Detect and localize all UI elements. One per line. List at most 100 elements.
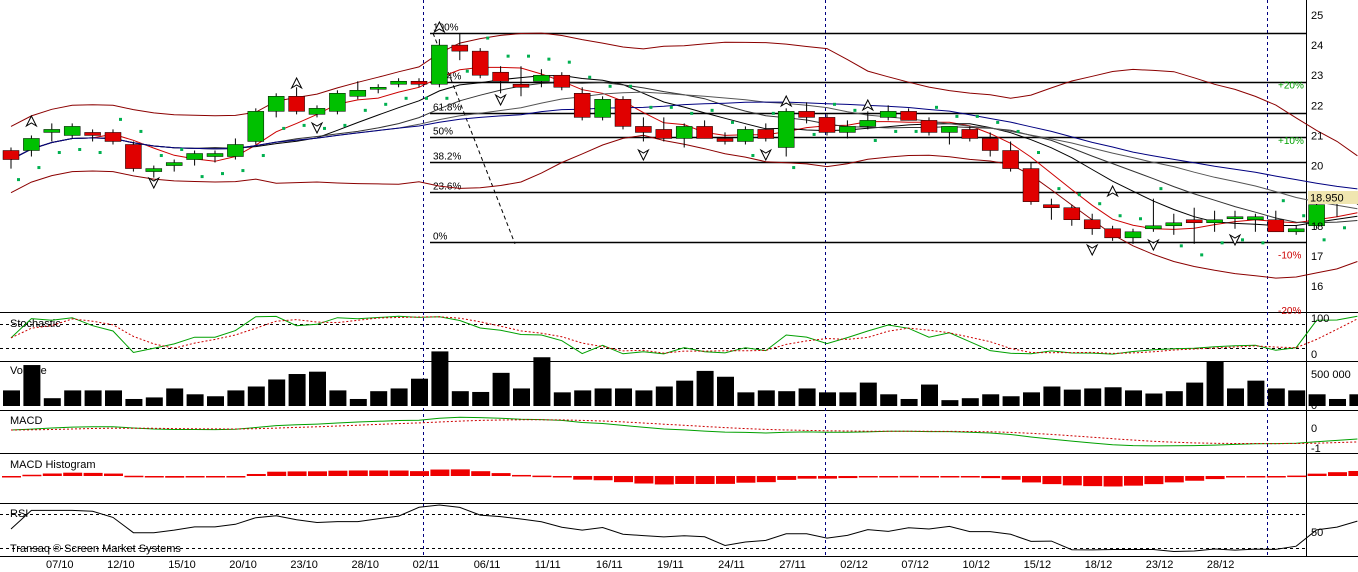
down-arrow <box>147 176 161 190</box>
candle-body <box>410 80 428 85</box>
macd-histogram-bar <box>736 476 756 483</box>
down-arrow <box>637 148 650 162</box>
macd-histogram-bar <box>1226 476 1245 478</box>
macd-histogram-bar <box>552 476 572 478</box>
macd-histogram-bar <box>634 476 654 484</box>
rsi-panel: RSI Transaq ® Screen Market Systems <box>0 504 1358 555</box>
macd-histogram-bar <box>144 476 164 478</box>
macd-histogram-bar <box>1287 475 1307 478</box>
macd-histogram-bar <box>960 476 980 478</box>
volume-bar <box>247 386 265 406</box>
candle-body <box>920 120 938 133</box>
volume-bar <box>1023 392 1040 406</box>
candle-body <box>573 93 591 118</box>
date-tick-label: 02/12 <box>840 559 868 571</box>
fib-label: 61.8% <box>433 103 461 114</box>
sar-dot <box>323 126 326 130</box>
date-tick-label: 24/11 <box>718 559 745 571</box>
sar-dot <box>445 96 449 100</box>
macd-histogram-bar <box>1348 470 1358 476</box>
candle-body <box>1043 204 1060 208</box>
volume-bar <box>717 376 734 406</box>
volume-bar <box>839 392 857 406</box>
fib-label: 100% <box>433 23 459 34</box>
moving-average <box>10 74 1358 226</box>
sar-dot <box>751 154 755 158</box>
volume-bar <box>1227 388 1244 406</box>
volume-bar <box>941 400 959 406</box>
macd-histogram-bar <box>777 476 797 480</box>
sar-dot <box>363 108 367 112</box>
macd-histogram-bar <box>206 476 225 478</box>
sar-dot <box>78 147 82 151</box>
sar-dot <box>1179 244 1183 248</box>
bollinger-upper <box>10 32 1358 157</box>
date-tick-label: 02/11 <box>413 559 440 571</box>
macd-histogram-bar <box>1164 476 1184 483</box>
price-tick-label: 24 <box>1311 40 1323 52</box>
macd-histogram-bar <box>42 473 62 476</box>
sar-dot <box>302 123 306 127</box>
volume-bar <box>370 391 388 406</box>
volume-bar <box>982 394 1000 406</box>
percent-labels: +20% +10% -10% -20% <box>1278 80 1304 317</box>
fib-label: 38.2% <box>433 152 461 163</box>
percent-label: -10% <box>1278 250 1301 261</box>
candle-body <box>471 50 489 76</box>
price-tick-label: 18 <box>1311 221 1323 233</box>
macd-histogram-bar <box>797 476 817 479</box>
volume-bar <box>574 390 592 406</box>
sar-dot <box>996 120 1000 124</box>
volume-panel: Volume <box>3 351 1358 406</box>
volume-bar <box>1043 386 1061 406</box>
volume-bar <box>43 398 61 406</box>
volume-bar <box>676 380 694 406</box>
candle-body <box>1002 150 1019 169</box>
sar-dot <box>282 126 286 130</box>
sar-dot <box>894 129 898 133</box>
candle-body <box>267 96 285 112</box>
candle-body <box>247 111 265 142</box>
candle-body <box>431 44 448 85</box>
volume-bar <box>1186 382 1204 406</box>
date-separators <box>423 0 1268 557</box>
macd-histogram-bar <box>185 476 205 478</box>
date-tick-label: 27/11 <box>779 559 806 571</box>
indicator-tick-label: 0 <box>1311 423 1317 435</box>
candle-body <box>206 153 224 157</box>
candlesticks[interactable] <box>2 33 1358 244</box>
sar-dot <box>547 57 551 61</box>
indicator-tick-label: 50 <box>1311 527 1323 539</box>
candle-body <box>553 74 571 88</box>
macd-histogram-bar <box>981 476 1001 479</box>
sar-dot <box>669 105 673 109</box>
sar-dot <box>955 114 959 118</box>
volume-bar <box>309 371 326 406</box>
macd-histogram-bar <box>450 469 470 476</box>
volume-bar <box>594 388 612 406</box>
volume-bar <box>859 382 877 406</box>
watermark: Transaq ® Screen Market Systems <box>10 543 181 555</box>
down-arrow <box>310 121 324 135</box>
macd-histogram-bar <box>614 476 633 483</box>
candle-body <box>1206 219 1223 224</box>
price-tick-label: 21 <box>1311 130 1323 142</box>
volume-bar <box>737 392 755 406</box>
percent-label: -20% <box>1278 306 1301 317</box>
sar-dot <box>771 111 775 115</box>
volume-bar <box>145 397 163 406</box>
macd-histogram-bar <box>124 475 144 478</box>
volume-bar <box>757 390 775 406</box>
sar-dot <box>159 154 163 158</box>
volume-bar <box>166 388 184 406</box>
volume-bar <box>696 370 714 406</box>
macd-histogram-bar <box>573 476 593 480</box>
candle-body <box>1022 168 1040 202</box>
volume-bar <box>329 390 347 406</box>
volume-bar <box>451 391 469 406</box>
candle-body <box>1083 219 1101 230</box>
candle-body <box>1165 222 1183 227</box>
candle-body <box>2 150 20 160</box>
